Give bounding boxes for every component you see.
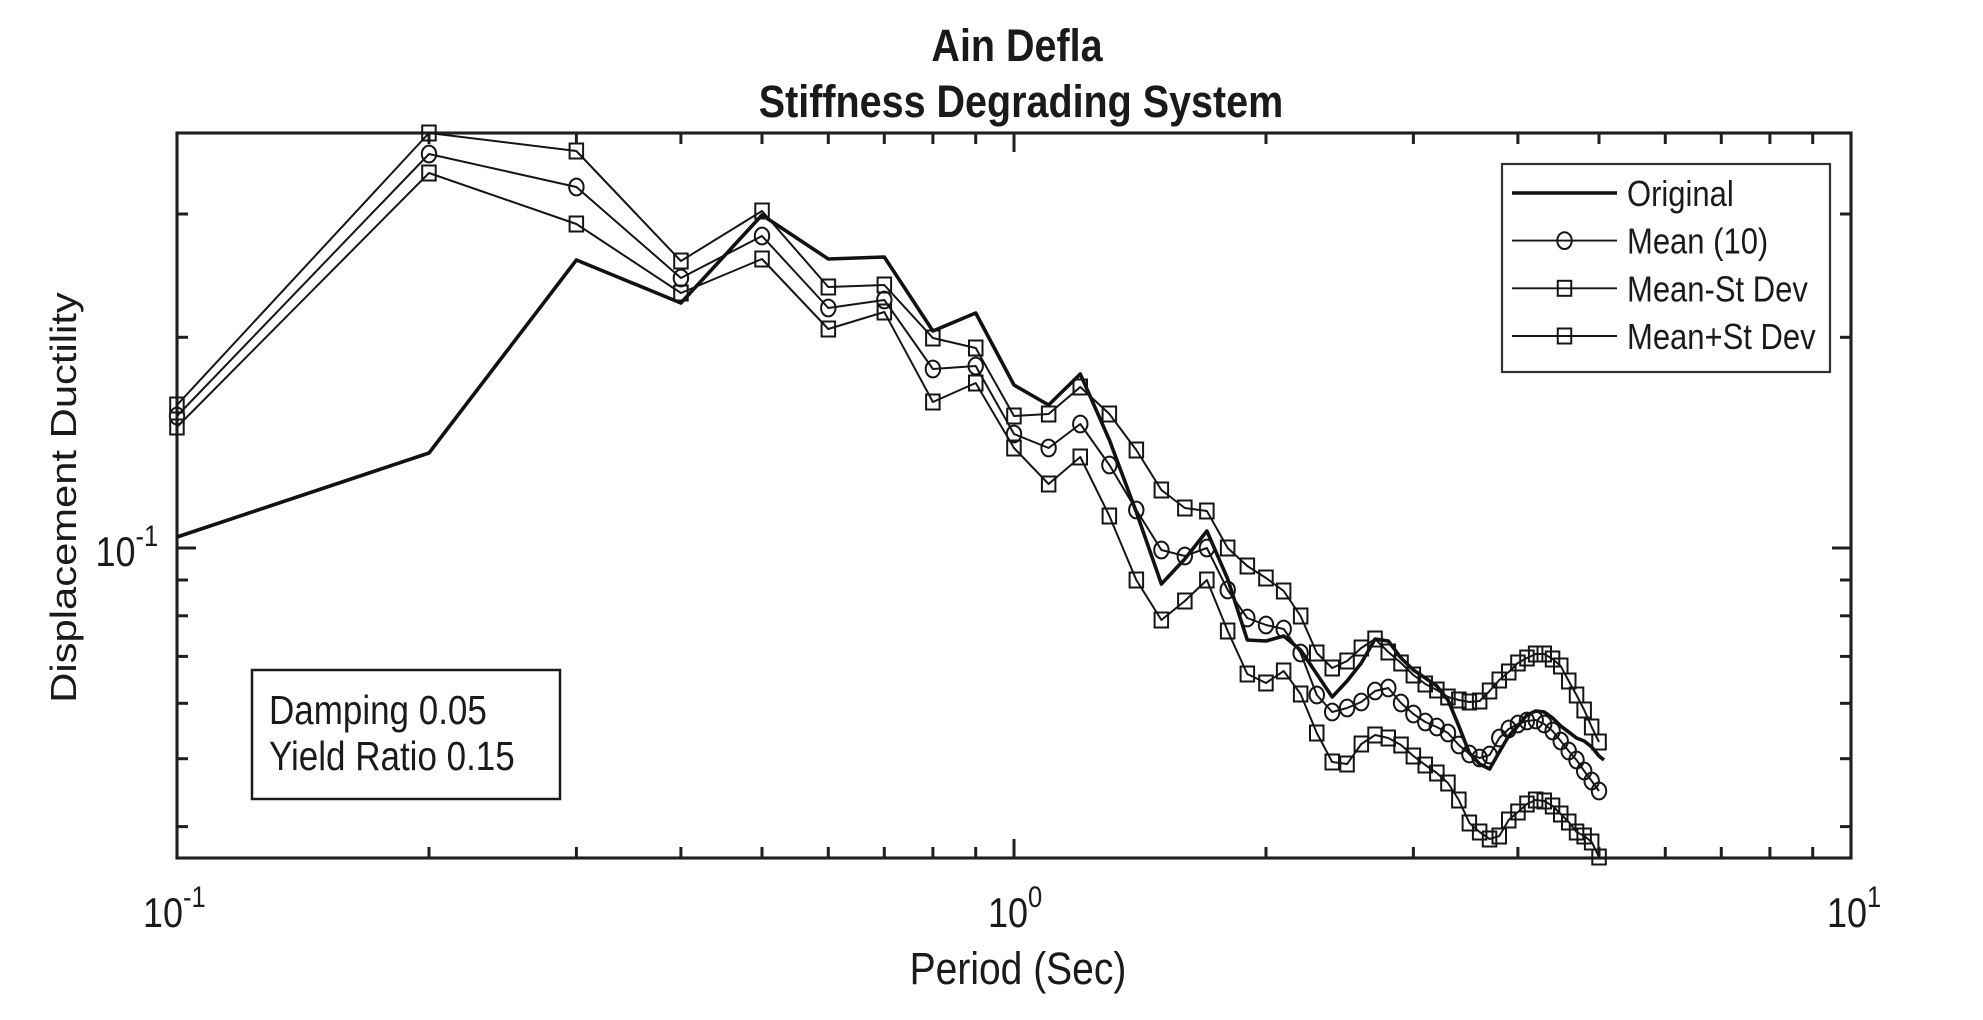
svg-text:Mean (10): Mean (10): [1627, 223, 1768, 263]
svg-text:Damping 0.05: Damping 0.05: [269, 689, 487, 734]
svg-text:10-1: 10-1: [96, 519, 159, 575]
svg-text:Mean-St Dev: Mean-St Dev: [1627, 270, 1808, 310]
svg-text:Ain Defla: Ain Defla: [931, 20, 1103, 71]
svg-text:Displacement Ductility: Displacement Ductility: [45, 292, 85, 703]
svg-text:Yield Ratio 0.15: Yield Ratio 0.15: [269, 735, 515, 780]
svg-text:Original: Original: [1627, 175, 1734, 215]
svg-text:Period (Sec): Period (Sec): [910, 943, 1127, 993]
svg-text:Stiffness Degrading System: Stiffness Degrading System: [759, 76, 1283, 127]
svg-text:Mean+St Dev: Mean+St Dev: [1627, 318, 1816, 358]
